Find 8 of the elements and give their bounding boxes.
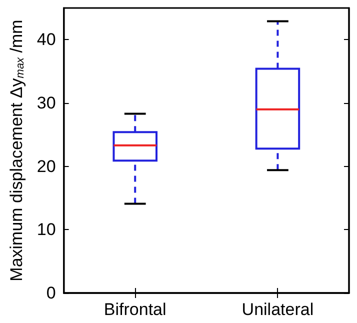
y-tick-label: 40: [36, 30, 56, 50]
y-tick-label: 0: [46, 284, 56, 302]
y-tick-label: 30: [36, 94, 56, 112]
x-tick-label: Bifrontal: [104, 300, 166, 319]
x-tick-label: Unilateral: [242, 300, 314, 319]
y-tick-label: 10: [36, 220, 56, 240]
y-axis-title: Maximum displacement Δymax /mm: [7, 20, 26, 282]
y-tick-label: 20: [36, 156, 56, 176]
